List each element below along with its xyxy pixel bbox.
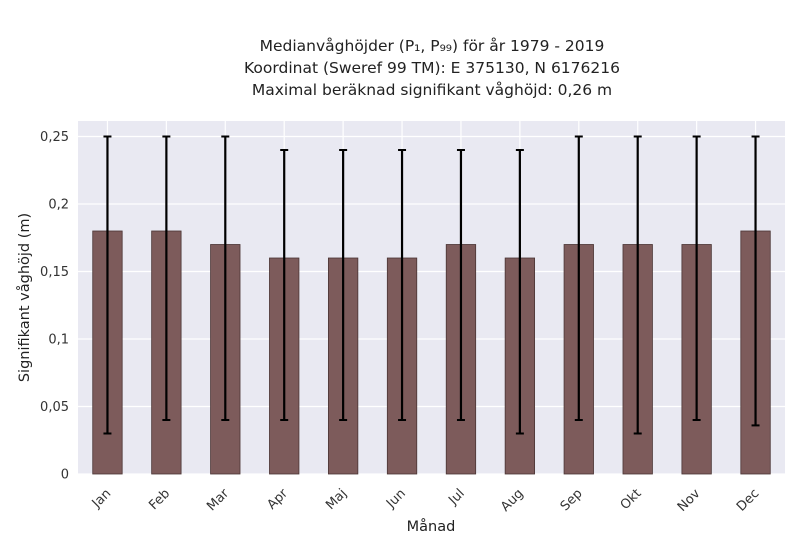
x-tick-label: Nov	[675, 486, 704, 515]
errorbar-maj	[339, 149, 348, 421]
errorbar-dec	[751, 135, 760, 427]
errorbar-apr	[280, 149, 289, 421]
chart-title-line: Koordinat (Sweref 99 TM): E 375130, N 61…	[244, 59, 620, 77]
errorbar-jun	[398, 149, 407, 421]
errorbar-nov	[692, 135, 701, 421]
y-axis-ticks: 0 0,05 0,1 0,15 0,2 0,25	[40, 130, 69, 483]
errorbar-aug	[515, 149, 524, 435]
y-tick-label: 0,15	[40, 265, 69, 280]
errorbar-okt	[633, 135, 642, 435]
y-tick-label: 0,05	[40, 400, 69, 415]
error-bars	[103, 135, 760, 435]
x-tick-label: Mar	[204, 486, 232, 514]
y-tick-label: 0,2	[48, 198, 69, 213]
x-tick-label: Sep	[558, 486, 586, 514]
x-axis-ticks: Jan Feb Mar Apr Maj Jun Jul Aug Sep Okt Nov Dec	[89, 486, 763, 515]
x-tick-label: Jan	[89, 486, 114, 511]
chart-title: Medianvåghöjder (P₁, P₉₉) för år 1979 - …	[244, 37, 620, 99]
x-tick-label: Jul	[445, 486, 467, 508]
errorbar-jul	[456, 149, 465, 421]
errorbar-sep	[574, 135, 583, 421]
y-axis-label: Signifikant våghöjd (m)	[16, 213, 33, 382]
x-tick-label: Aug	[498, 486, 527, 515]
chart-title-line: Medianvåghöjder (P₁, P₉₉) för år 1979 - …	[260, 37, 605, 55]
x-tick-label: Dec	[734, 486, 762, 514]
chart-title-line: Maximal beräknad signifikant våghöjd: 0,…	[252, 81, 612, 99]
y-tick-label: 0,25	[40, 130, 69, 145]
x-tick-label: Feb	[146, 486, 173, 513]
y-tick-label: 0	[61, 468, 69, 483]
x-tick-label: Jun	[383, 486, 409, 512]
x-tick-label: Maj	[323, 486, 350, 513]
x-axis-label: Månad	[407, 518, 456, 535]
errorbar-feb	[162, 135, 171, 421]
plot-area	[78, 121, 785, 474]
y-tick-label: 0,1	[48, 333, 69, 348]
x-tick-label: Apr	[265, 486, 292, 513]
errorbar-mar	[221, 135, 230, 421]
x-tick-label: Okt	[618, 486, 645, 513]
errorbar-jan	[103, 135, 112, 435]
